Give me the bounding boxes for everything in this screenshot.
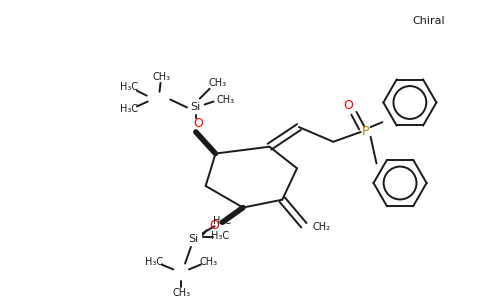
Text: O: O bbox=[210, 219, 219, 232]
Text: O: O bbox=[343, 99, 353, 112]
Text: H₃C: H₃C bbox=[212, 231, 229, 241]
Text: CH₃: CH₃ bbox=[216, 94, 234, 105]
Text: CH₃: CH₃ bbox=[152, 72, 170, 82]
Text: CH₃: CH₃ bbox=[172, 288, 190, 298]
Text: CH₂: CH₂ bbox=[313, 222, 331, 232]
Text: P: P bbox=[362, 125, 369, 139]
Text: H₃C: H₃C bbox=[213, 216, 231, 226]
Text: H₃C: H₃C bbox=[145, 256, 163, 267]
Text: O: O bbox=[193, 117, 203, 130]
Text: Si: Si bbox=[188, 234, 198, 244]
Text: H₃C: H₃C bbox=[120, 104, 138, 114]
Text: CH₃: CH₃ bbox=[209, 78, 227, 88]
Text: CH₃: CH₃ bbox=[199, 256, 218, 267]
Text: Chiral: Chiral bbox=[412, 16, 445, 26]
Text: Si: Si bbox=[191, 102, 201, 112]
Text: H₃C: H₃C bbox=[120, 82, 138, 92]
